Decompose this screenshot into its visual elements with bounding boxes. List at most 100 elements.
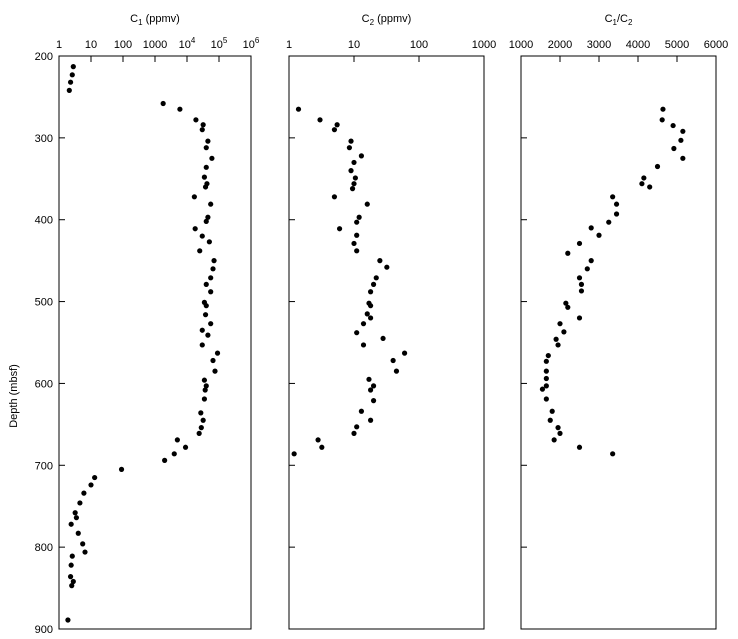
data-point [212,368,218,374]
data-point [352,175,358,181]
y-tick-label: 200 [35,51,53,63]
data-point [210,266,216,272]
data-point [197,248,203,254]
data-point [364,201,370,207]
data-point [354,330,360,336]
data-point [73,515,80,521]
data-point [576,240,583,247]
data-point [82,549,88,555]
x-tick-label: 10 [348,39,360,51]
data-point [336,226,343,232]
data-point [613,211,620,217]
data-point [547,417,553,423]
data-point [354,219,360,225]
data-point [192,226,198,232]
data-point [203,281,209,287]
data-point [205,214,211,220]
data-point [68,521,74,527]
data-point [370,281,377,287]
data-point [81,490,87,496]
data-point [200,417,206,423]
data-point [69,553,75,559]
data-point [80,541,86,547]
data-point [367,289,374,295]
data-point [680,128,686,134]
data-point [68,562,74,568]
data-point [205,138,211,144]
data-point [555,425,561,431]
data-point [331,194,338,200]
data-point [543,396,549,402]
x-tick-label: 4000 [626,39,650,51]
data-point [545,352,551,359]
data-point [69,583,75,589]
y-tick-label: 400 [35,215,53,227]
data-point [334,122,340,128]
data-point [670,122,676,129]
data-point [610,451,616,457]
data-point [563,300,569,306]
plot-frame [58,55,252,630]
data-point [543,358,549,364]
data-point [201,396,208,402]
data-point [373,275,379,281]
data-point [641,175,647,181]
data-point [200,122,206,128]
data-point [588,258,594,264]
data-point [348,138,354,144]
data-point [380,335,386,342]
data-point [561,329,567,335]
x-tick-label: 6000 [704,39,728,51]
data-point [315,437,321,443]
data-point [208,289,214,295]
data-point [390,357,396,364]
y-tick-label: 700 [35,460,53,472]
y-tick-label: 300 [35,133,53,145]
data-point [214,350,221,356]
data-point [203,145,209,151]
data-point [351,240,357,247]
data-point [354,248,360,254]
data-point [202,387,208,393]
chart-title: C1/C2 [605,13,633,27]
data-point [606,219,612,225]
data-point [584,266,590,272]
data-point [202,184,209,190]
data-point [348,168,354,174]
data-point [596,232,602,238]
x-tick-label: 3000 [587,39,611,51]
data-point [209,155,215,161]
x-tick-label: 100 [410,39,428,51]
chart-title: C2 (ppmv) [362,13,412,27]
data-point [351,430,357,436]
data-point [351,181,357,187]
data-point [77,500,83,506]
data-point [578,288,585,294]
chart-panel-1: C1 (ppmv) 1 10 100 1000 104 105 106 200 300 400 500… [35,13,260,636]
data-point [680,155,686,161]
y-tick-label: 800 [35,542,53,554]
data-point [377,258,383,264]
data-point [367,315,374,321]
data-point [639,181,645,187]
data-point [346,145,353,151]
x-tick-label: 1 [286,39,292,51]
y-tick-label: 600 [35,378,53,390]
data-point [553,336,559,342]
data-point [206,239,212,245]
data-point [203,164,209,170]
data-point [295,106,302,112]
x-tick-label: 105 [211,36,228,51]
x-tick-label: 1000 [509,39,533,51]
data-point [565,304,571,310]
data-point [203,383,209,389]
data-point [551,437,557,443]
data-point [177,106,183,112]
data-point [354,424,360,430]
chart-panel-3: C1/C2 1000 2000 3000 4000 5000 6000 [509,13,728,630]
data-point [576,444,583,450]
data-point [360,321,367,327]
data-point [588,225,594,231]
data-point [578,281,585,287]
data-point [199,327,205,333]
